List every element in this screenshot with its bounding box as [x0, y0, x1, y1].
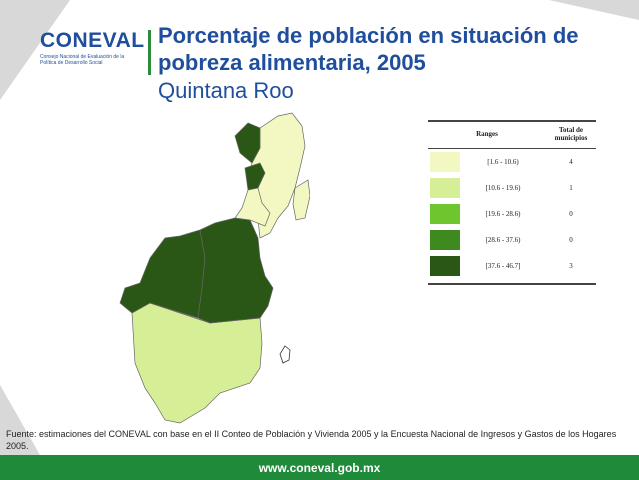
footer-bar: www.coneval.gob.mx — [0, 455, 639, 480]
legend-range: [1.6 - 10.6) — [487, 158, 519, 166]
legend-item: [37.6 - 46.7] 3 — [428, 253, 596, 279]
legend-header-total: Total de municipios — [554, 126, 588, 142]
legend-item: [28.6 - 37.6) 0 — [428, 227, 596, 253]
legend-range: [28.6 - 37.6) — [485, 236, 521, 244]
corner-decoration — [0, 385, 40, 455]
legend-count: 1 — [569, 184, 573, 192]
source-note: Fuente: estimaciones del CONEVAL con bas… — [6, 429, 617, 451]
island-outline — [279, 345, 291, 364]
region-jose-maria-morelos — [119, 229, 206, 319]
title-accent-bar — [148, 30, 151, 75]
legend-item: [10.6 - 19.6) 1 — [428, 175, 596, 201]
legend-swatch — [430, 256, 460, 276]
legend-range: [19.6 - 28.6) — [485, 210, 521, 218]
legend-range: [37.6 - 46.7] — [485, 262, 521, 270]
legend-header: Ranges Total de municipios — [428, 122, 596, 146]
legend-swatch — [430, 152, 460, 172]
page-title: Porcentaje de población en situación de … — [158, 23, 579, 75]
region-cozumel — [292, 179, 310, 221]
legend-rule — [428, 120, 596, 122]
legend-count: 0 — [569, 236, 573, 244]
footer-url-link[interactable]: www.coneval.gob.mx — [258, 460, 381, 475]
region-lazaro-cardenas — [244, 162, 266, 191]
legend-item: [19.6 - 28.6) 0 — [428, 201, 596, 227]
logo-subtitle: Consejo Nacional de Evaluación de la Pol… — [40, 54, 125, 66]
coneval-logo: CONEVAL Consejo Nacional de Evaluación d… — [40, 29, 145, 67]
quintana-roo-map — [119, 112, 310, 424]
legend-count: 0 — [569, 210, 573, 218]
corner-decoration — [549, 0, 639, 20]
legend-rule — [428, 283, 596, 285]
logo-wordmark: CONEVAL — [40, 29, 145, 52]
region-othon-p-blanco — [131, 302, 263, 424]
legend-swatch — [430, 178, 460, 198]
map-legend: Ranges Total de municipios [1.6 - 10.6) … — [428, 120, 596, 285]
region-solidaridad — [234, 187, 271, 227]
legend-count: 4 — [569, 158, 573, 166]
legend-rule — [428, 148, 596, 149]
legend-header-ranges: Ranges — [476, 130, 498, 138]
legend-range: [10.6 - 19.6) — [485, 184, 521, 192]
legend-count: 3 — [569, 262, 573, 270]
legend-item: [1.6 - 10.6) 4 — [428, 149, 596, 175]
page-subtitle: Quintana Roo — [158, 78, 294, 103]
legend-swatch — [430, 204, 460, 224]
region-north-mainland — [234, 122, 261, 164]
corner-decoration — [0, 0, 70, 100]
legend-swatch — [430, 230, 460, 250]
